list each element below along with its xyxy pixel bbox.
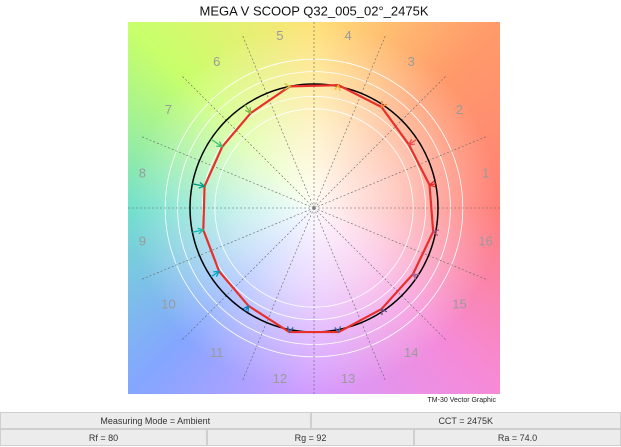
chart-title: MEGA V SCOOP Q32_005_02°_2475K bbox=[200, 3, 429, 18]
info-table: Measuring Mode = Ambient CCT = 2475K Rf … bbox=[0, 412, 621, 446]
hue-bin-label: 7 bbox=[165, 102, 172, 117]
bin-divider bbox=[142, 136, 315, 209]
shift-arrow bbox=[210, 138, 224, 148]
hue-bin-label: 14 bbox=[404, 345, 418, 360]
bin-divider bbox=[313, 136, 486, 209]
hue-bin-label: 4 bbox=[345, 28, 352, 43]
shift-arrow bbox=[380, 100, 388, 109]
shift-arrow bbox=[431, 229, 440, 237]
hue-bin-label: 1 bbox=[482, 165, 489, 180]
shift-arrow bbox=[244, 104, 252, 115]
table-cell: Rf = 80 bbox=[0, 429, 207, 446]
hue-bin-label: 10 bbox=[161, 297, 175, 312]
chart: MEGA V SCOOP Q32_005_02°_2475K TM-30 Vec… bbox=[128, 3, 500, 404]
hue-bin-label: 9 bbox=[139, 234, 146, 249]
shift-arrow bbox=[192, 181, 206, 189]
bin-divider bbox=[182, 207, 315, 340]
hue-bin-label: 12 bbox=[273, 371, 287, 386]
bin-divider bbox=[242, 207, 315, 380]
table-cell: Ra = 74.0 bbox=[414, 429, 621, 446]
hue-bin-label: 5 bbox=[276, 28, 283, 43]
shift-arrow bbox=[334, 83, 341, 92]
table-cell: Rg = 92 bbox=[207, 429, 414, 446]
table-cell: CCT = 2475K bbox=[310, 412, 621, 429]
bin-divider bbox=[313, 207, 446, 340]
hue-bin-label: 11 bbox=[210, 345, 224, 360]
ring bbox=[201, 96, 426, 320]
ring bbox=[214, 108, 414, 308]
shift-arrow bbox=[407, 138, 418, 146]
bin-divider bbox=[313, 207, 386, 380]
shift-arrow bbox=[286, 326, 294, 334]
hue-bin-label: 15 bbox=[452, 297, 466, 312]
footnote: TM-30 Vector Graphic bbox=[428, 397, 497, 404]
bin-divider bbox=[313, 207, 486, 280]
hue-bin-label: 16 bbox=[478, 234, 492, 249]
center-mark: + bbox=[311, 203, 317, 214]
shift-arrow bbox=[192, 227, 205, 235]
shift-arrow bbox=[334, 326, 342, 334]
shift-arrow bbox=[428, 180, 436, 188]
shift-arrow bbox=[284, 82, 292, 90]
shift-arrow bbox=[380, 307, 388, 316]
shift-arrow bbox=[210, 270, 221, 278]
hue-bin-label: 2 bbox=[456, 102, 463, 117]
bin-divider bbox=[313, 76, 446, 209]
hue-bin-label: 8 bbox=[139, 165, 146, 180]
bin-divider bbox=[142, 207, 315, 280]
test-polygon bbox=[202, 84, 435, 334]
table-cell: Measuring Mode = Ambient bbox=[0, 412, 311, 429]
hue-bin-label: 13 bbox=[341, 371, 355, 386]
hue-bin-label: 3 bbox=[408, 54, 415, 69]
shift-arrow bbox=[242, 304, 250, 312]
bin-divider bbox=[182, 76, 315, 209]
table-row: Measuring Mode = Ambient CCT = 2475K bbox=[0, 412, 621, 429]
bin-divider bbox=[313, 36, 386, 209]
table-row: Rf = 80 Rg = 92 Ra = 74.0 bbox=[0, 429, 621, 446]
shift-arrow bbox=[411, 273, 420, 280]
hue-bin-label: 6 bbox=[213, 54, 220, 69]
bin-divider bbox=[242, 36, 315, 209]
